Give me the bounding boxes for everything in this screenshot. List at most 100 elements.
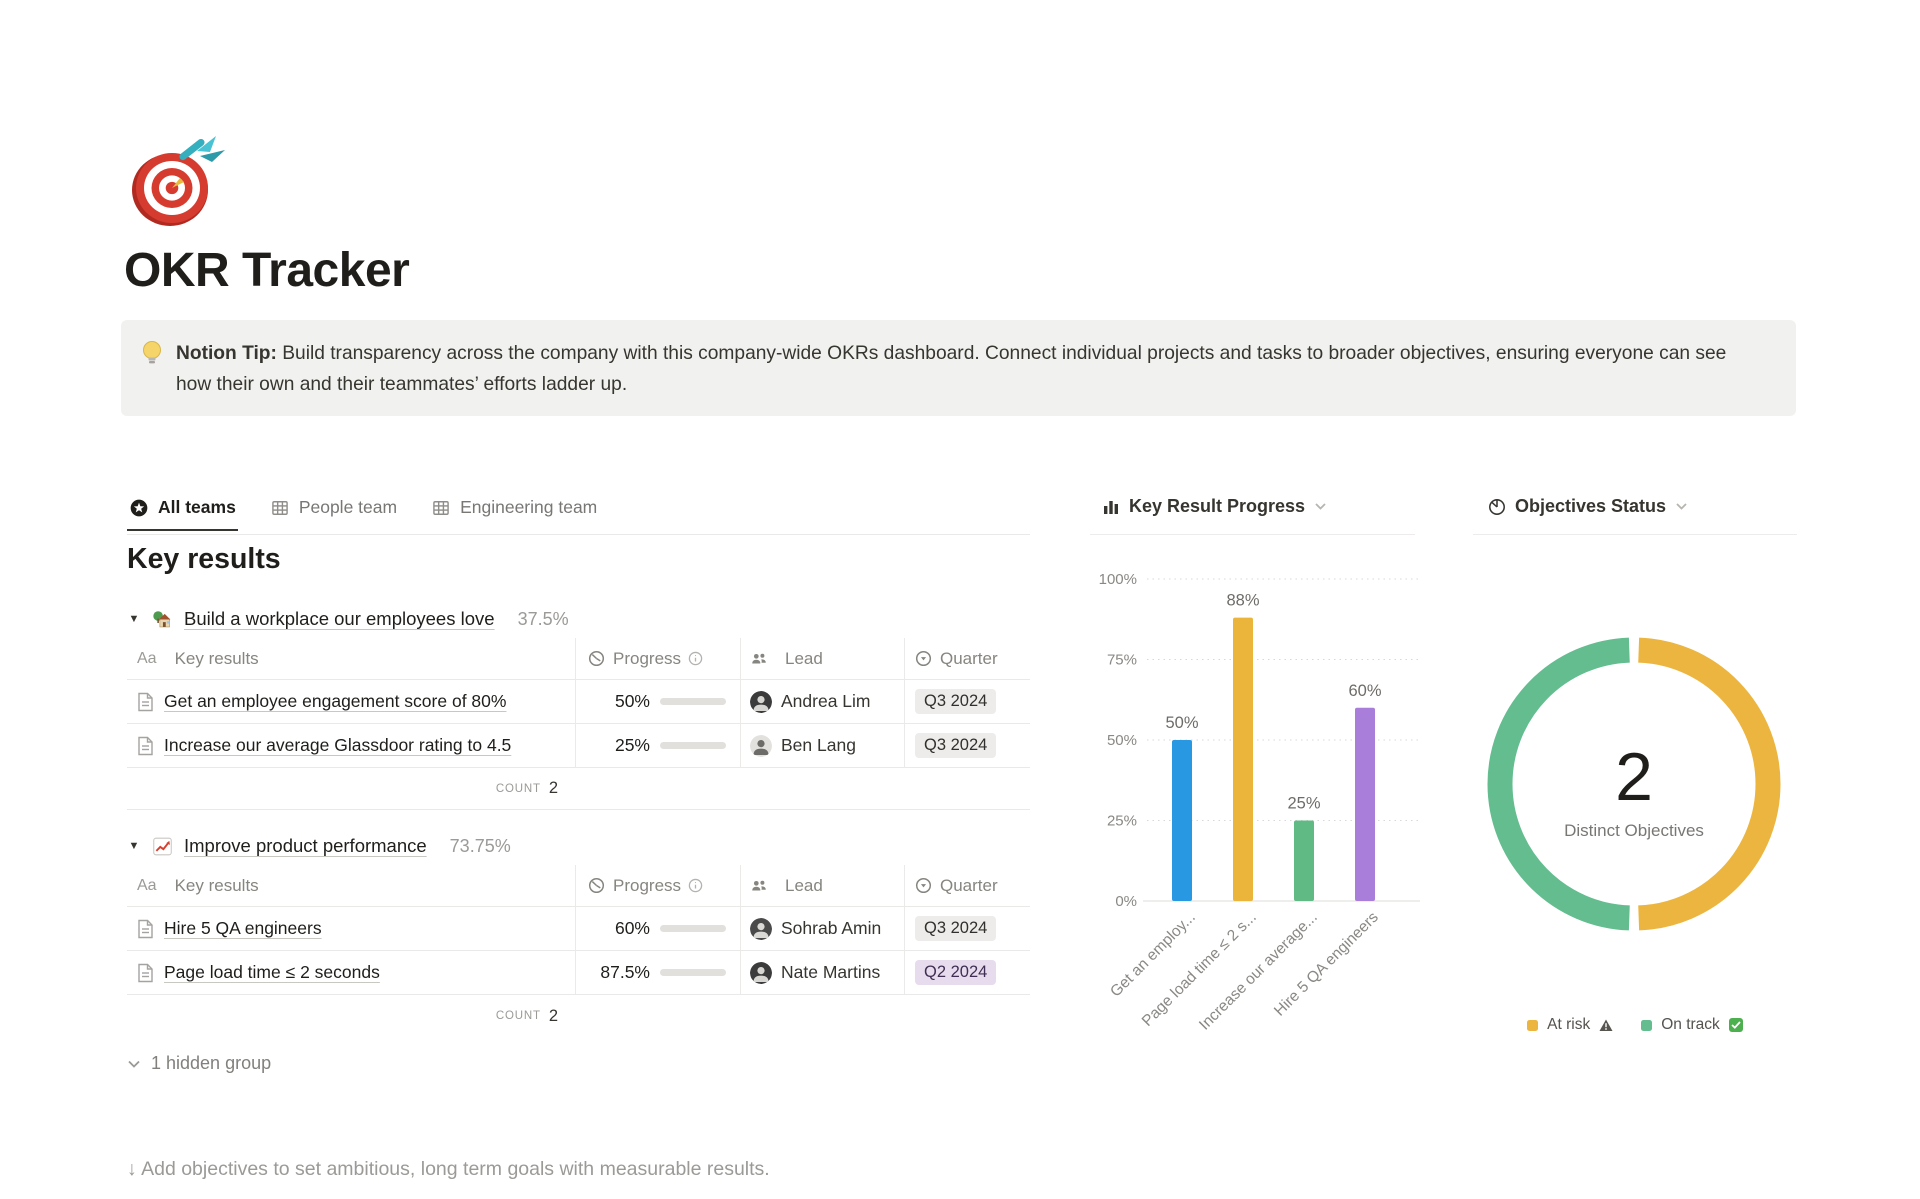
- column-header-quarter[interactable]: Quarter: [905, 865, 1030, 906]
- notion-tip-callout: Notion Tip: Build transparency across th…: [121, 320, 1796, 416]
- key-result-row: Get an employee engagement score of 80% …: [127, 680, 1030, 724]
- svg-text:2: 2: [1615, 739, 1653, 815]
- lead-name: Nate Martins: [781, 962, 881, 982]
- legend-item-at-risk[interactable]: At risk: [1527, 1016, 1613, 1034]
- check-icon: [1728, 1018, 1743, 1032]
- column-header-progress[interactable]: Progress: [576, 865, 741, 906]
- table-header-row: Aa Key results Progress: [127, 638, 1030, 680]
- select-circle-icon: [915, 650, 932, 667]
- hidden-group-label: 1 hidden group: [151, 1053, 272, 1073]
- collapse-toggle-icon[interactable]: ▼: [128, 840, 140, 852]
- tab-all-teams[interactable]: All teams: [127, 494, 238, 531]
- star-circle-icon: [130, 499, 148, 516]
- objective-title-link[interactable]: Improve product performance: [184, 835, 427, 856]
- key-result-row: Page load time ≤ 2 seconds 87.5% Nate Ma…: [127, 951, 1030, 995]
- svg-text:100%: 100%: [1099, 571, 1137, 588]
- bar-chart-header[interactable]: Key Result Progress: [1102, 496, 1327, 517]
- quarter-cell: Q3 2024: [905, 907, 1030, 950]
- document-icon: [138, 963, 153, 982]
- column-label: Key results: [174, 875, 259, 895]
- svg-text:60%: 60%: [1348, 682, 1381, 700]
- quarter-badge: Q3 2024: [915, 916, 997, 941]
- objective-percent: 73.75%: [449, 835, 511, 856]
- page-title: OKR Tracker: [124, 244, 410, 297]
- progress-bar: [660, 925, 726, 932]
- column-label: Lead: [785, 648, 823, 668]
- count-value: 2: [548, 1006, 558, 1025]
- target-dart-emoji: [132, 136, 225, 226]
- legend-label: At risk: [1547, 1016, 1591, 1033]
- legend-item-on-track[interactable]: On track: [1641, 1016, 1743, 1034]
- section-divider: [1090, 534, 1415, 535]
- chevron-down-icon: [1315, 503, 1326, 510]
- bar-0: [1172, 740, 1192, 901]
- key-result-name-cell: Hire 5 QA engineers: [127, 907, 576, 950]
- lead-name: Sohrab Amin: [781, 918, 882, 938]
- svg-text:Hire 5 QA engineers: Hire 5 QA engineers: [1271, 909, 1382, 1020]
- key-result-row: Hire 5 QA engineers 60% Sohrab Amin Q3 2…: [127, 907, 1030, 951]
- bar-1: [1233, 617, 1253, 901]
- column-header-name[interactable]: Aa Key results: [127, 638, 576, 679]
- count-row: COUNT 2: [127, 768, 1030, 810]
- column-label: Quarter: [940, 875, 998, 895]
- tab-engineering-team[interactable]: Engineering team: [429, 494, 599, 529]
- donut-chart-header[interactable]: Objectives Status: [1488, 496, 1688, 517]
- table-header-row: Aa Key results Progress: [127, 865, 1030, 907]
- column-header-lead[interactable]: Lead: [741, 638, 905, 679]
- count-cell: COUNT 2: [127, 995, 576, 1037]
- key-result-link[interactable]: Page load time ≤ 2 seconds: [164, 962, 380, 982]
- column-label: Progress: [613, 648, 682, 668]
- column-label: Quarter: [940, 648, 998, 668]
- callout-body: Build transparency across the company wi…: [176, 343, 1727, 395]
- tab-label: Engineering team: [460, 497, 598, 517]
- objective-group: ▼ Improve product performance 73.75% Aa …: [127, 827, 1030, 1037]
- column-header-lead[interactable]: Lead: [741, 865, 905, 906]
- donut-legend: At risk On track: [1455, 1016, 1815, 1034]
- hidden-group-toggle[interactable]: 1 hidden group: [127, 1053, 271, 1074]
- count-row: COUNT 2: [127, 995, 1030, 1037]
- objective-group: ▼ Build a workplace our employees love 3…: [127, 600, 1030, 810]
- column-header-progress[interactable]: Progress: [576, 638, 741, 679]
- progress-percent: 60%: [614, 918, 650, 938]
- column-header-name[interactable]: Aa Key results: [127, 865, 576, 906]
- column-label: Progress: [613, 875, 682, 895]
- pie-chart-icon: [1489, 498, 1505, 515]
- tab-people-team[interactable]: People team: [268, 494, 399, 529]
- objective-title-link[interactable]: Build a workplace our employees love: [184, 608, 495, 629]
- section-divider: [1473, 534, 1797, 535]
- table-icon: [433, 500, 449, 515]
- count-cell: COUNT 2: [127, 768, 576, 809]
- chevron-down-icon: [1676, 503, 1687, 510]
- count-label: COUNT: [495, 782, 541, 795]
- column-header-quarter[interactable]: Quarter: [905, 638, 1030, 679]
- info-icon[interactable]: [688, 651, 703, 666]
- progress-cell: 50%: [576, 680, 741, 723]
- lead-cell: Sohrab Amin: [741, 907, 905, 950]
- lead-cell: Ben Lang: [741, 724, 905, 767]
- key-result-link[interactable]: Get an employee engagement score of 80%: [164, 691, 507, 711]
- key-result-link[interactable]: Hire 5 QA engineers: [164, 918, 322, 938]
- progress-cell: 60%: [576, 907, 741, 950]
- quarter-badge: Q3 2024: [915, 733, 997, 758]
- avatar: [750, 734, 772, 757]
- group-header: ▼ Improve product performance 73.75%: [127, 827, 1030, 865]
- avatar: [750, 917, 772, 940]
- text-type-icon: Aa: [137, 649, 157, 667]
- quarter-badge: Q3 2024: [915, 689, 997, 714]
- key-result-link[interactable]: Increase our average Glassdoor rating to…: [164, 735, 512, 755]
- key-results-heading: Key results: [127, 543, 281, 575]
- svg-text:25%: 25%: [1107, 813, 1137, 830]
- key-result-name-cell: Get an employee engagement score of 80%: [127, 680, 576, 723]
- bar-chart-icon: [1104, 500, 1118, 514]
- svg-text:Page load time ≤ 2 s...: Page load time ≤ 2 s...: [1139, 909, 1260, 1030]
- svg-text:Distinct Objectives: Distinct Objectives: [1564, 821, 1704, 840]
- progress-percent: 50%: [614, 691, 650, 711]
- svg-text:25%: 25%: [1287, 795, 1320, 813]
- collapse-toggle-icon[interactable]: ▼: [128, 613, 140, 625]
- info-icon[interactable]: [688, 878, 703, 893]
- progress-percent: 87.5%: [600, 962, 650, 982]
- text-type-icon: Aa: [137, 876, 157, 894]
- key-result-progress-chart: 0%25%50%75%100%50%Get an employ...88%Pag…: [1099, 571, 1420, 1034]
- lead-cell: Nate Martins: [741, 951, 905, 994]
- people-icon: [750, 650, 768, 668]
